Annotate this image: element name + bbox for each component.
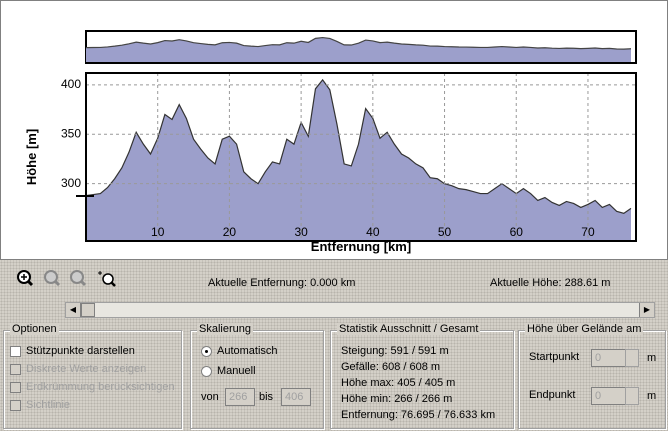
scroll-right[interactable]: ▶ — [639, 303, 654, 317]
zoom-out[interactable] — [44, 270, 61, 287]
zoom-tools — [17, 270, 116, 287]
radio-label: Automatisch — [217, 345, 278, 357]
unit-label: m — [647, 352, 657, 364]
from-label: von — [201, 391, 219, 403]
checkbox-label: Stützpunkte darstellen — [26, 345, 135, 357]
chart: 10 20 30 40 50 60 70 300 350 400 Höhe [m] Entfern… — [24, 30, 637, 254]
plot-frame — [85, 72, 637, 242]
x-tick-label: 70 — [581, 225, 595, 239]
stat-line: Entfernung: 76.695 / 76.633 km — [341, 409, 496, 421]
stat-line: Höhe max: 405 / 405 m — [341, 377, 456, 389]
checkbox-row: Erdkrümmung berücksichtigen — [10, 381, 175, 393]
y-tick-label: 350 — [61, 126, 81, 140]
radio-label: Manuell — [217, 365, 256, 377]
end-label: Endpunkt — [529, 389, 576, 401]
group-title: Statistik Ausschnitt / Gesamt — [337, 323, 481, 335]
x-axis-label: Entfernung [km] — [311, 239, 411, 254]
unit-label: m — [647, 390, 657, 402]
stat-line: Gefälle: 608 / 608 m — [341, 361, 441, 373]
group-title: Skalierung — [197, 323, 253, 335]
from-input: 266 — [225, 388, 255, 406]
checkbox-row: Diskrete Werte anzeigen — [10, 363, 146, 375]
x-tick-label: 40 — [366, 225, 380, 239]
end-spinner — [625, 387, 639, 405]
start-label: Startpunkt — [529, 351, 580, 363]
zoom-in[interactable] — [17, 270, 34, 287]
x-tick-label: 60 — [510, 225, 524, 239]
ground-group: Höhe über Gelände am Startpunkt 0 m Endp… — [518, 323, 666, 429]
overview — [85, 36, 632, 62]
checkbox-row[interactable]: Stützpunkte darstellen — [10, 345, 135, 357]
height-readout: Aktuelle Höhe: 288.61 m — [490, 277, 611, 289]
scroll-left[interactable]: ◀ — [66, 303, 81, 317]
to-input: 406 — [281, 388, 311, 406]
checkbox-label: Sichtlinie — [26, 399, 71, 411]
scroll-thumb[interactable] — [81, 303, 95, 317]
overview-area-line — [85, 36, 632, 50]
elevation-area — [86, 79, 631, 241]
to-label: bis — [259, 391, 274, 403]
start-spinner — [625, 349, 639, 367]
zoom-select[interactable] — [98, 271, 116, 287]
checkbox-label: Diskrete Werte anzeigen — [26, 363, 147, 375]
checkbox-label: Erdkrümmung berücksichtigen — [26, 381, 175, 393]
zoom-fit[interactable] — [70, 270, 87, 287]
checkbox-row: Sichtlinie — [10, 399, 70, 411]
x-tick-label: 20 — [223, 225, 237, 239]
elevation-area-line — [85, 78, 632, 214]
group-title: Höhe über Gelände am — [525, 323, 644, 335]
x-tick-label: 30 — [294, 225, 308, 239]
end-input: 0 — [591, 387, 627, 405]
stat-line: Steigung: 591 / 591 m — [341, 345, 449, 357]
scrollbar[interactable]: ◀ ▶ — [65, 302, 655, 318]
overview-area — [86, 37, 631, 62]
plot: 10 20 30 40 50 60 70 300 350 400 — [61, 73, 636, 241]
scaling-group: Skalierung Automatisch Manuell von 266 b… — [190, 323, 324, 429]
y-tick-label: 400 — [61, 77, 81, 91]
chart-panel: 10 20 30 40 50 60 70 300 350 400 Höhe [m] Entfern… — [0, 0, 668, 260]
y-tick-label: 300 — [61, 176, 81, 190]
group-title: Optionen — [10, 323, 59, 335]
stats-group: Statistik Ausschnitt / Gesamt Steigung: … — [330, 323, 514, 429]
distance-readout: Aktuelle Entfernung: 0.000 km — [208, 277, 356, 289]
start-input: 0 — [591, 349, 627, 367]
radio-row[interactable]: Manuell — [201, 365, 256, 377]
y-axis-label: Höhe [m] — [24, 129, 39, 185]
x-tick-label: 50 — [438, 225, 452, 239]
options-group: Optionen Stützpunkte darstellen Diskrete… — [3, 323, 182, 429]
stat-line: Höhe min: 266 / 266 m — [341, 393, 453, 405]
radio-row[interactable]: Automatisch — [201, 345, 278, 357]
x-tick-label: 10 — [151, 225, 165, 239]
